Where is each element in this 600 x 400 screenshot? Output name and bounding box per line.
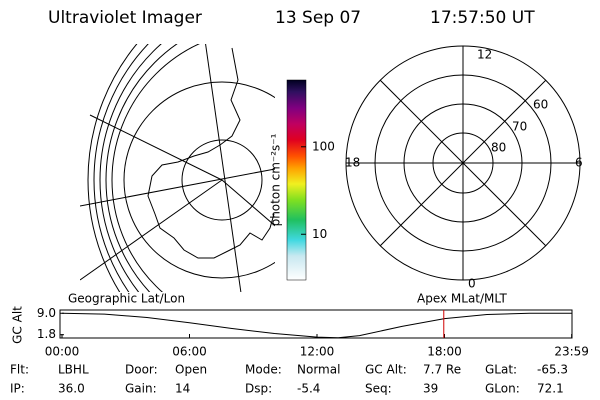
- mlat-label: 80: [491, 141, 506, 155]
- colorbar: [286, 79, 307, 281]
- field-value: 14: [175, 382, 190, 396]
- field-label: GLat:: [485, 363, 517, 377]
- colorbar-tick-label: 100: [312, 139, 335, 153]
- y-tick-label: 1.8: [37, 327, 56, 341]
- date: 13 Sep 07: [275, 8, 361, 28]
- colorbar-tick-label: 10: [312, 227, 327, 241]
- mlat-label: 70: [512, 120, 527, 134]
- field-value: -5.4: [297, 382, 320, 396]
- x-tick-label: 23:59: [554, 345, 589, 359]
- orbit-altitude: [61, 312, 572, 339]
- field-value: 39: [423, 382, 438, 396]
- mlat-label: 60: [533, 98, 548, 112]
- mlt-label: 18: [345, 156, 360, 170]
- field-value: -65.3: [537, 363, 568, 377]
- field-value: 72.1: [537, 382, 564, 396]
- mlt-label: 6: [575, 156, 583, 170]
- mlt-label: 12: [477, 48, 492, 62]
- x-tick-label: 00:00: [45, 345, 80, 359]
- instrument: Ultraviolet Imager: [48, 8, 202, 28]
- field-label: Door:: [125, 363, 158, 377]
- orbit-frame: [59, 309, 573, 339]
- x-tick-label: 18:00: [427, 345, 462, 359]
- field-value: 7.7 Re: [423, 363, 461, 377]
- map: [80, 44, 275, 292]
- x-tick-label: 12:00: [300, 345, 335, 359]
- time: 17:57:50 UT: [430, 8, 535, 28]
- field-value: 36.0: [58, 382, 85, 396]
- field-value: Open: [175, 363, 207, 377]
- y-tick-label: 9.0: [37, 306, 56, 320]
- field-label: Gain:: [125, 382, 157, 396]
- orbit-y-label: GC Alt: [11, 306, 25, 344]
- x-tick-label: 06:00: [172, 345, 207, 359]
- field-value: LBHL: [58, 363, 89, 377]
- field-label: Mode:: [245, 363, 282, 377]
- orbit-left-label: Geographic Lat/Lon: [68, 292, 185, 306]
- field-label: Dsp:: [245, 382, 272, 396]
- field-label: Seq:: [365, 382, 392, 396]
- field-label: GLon:: [485, 382, 520, 396]
- field-label: IP:: [10, 382, 25, 396]
- colorbar-label: photon cm⁻²s⁻¹: [269, 133, 283, 226]
- field-label: Flt:: [10, 363, 29, 377]
- orbit-right-label: Apex MLat/MLT: [417, 292, 507, 306]
- mlt-label: 0: [468, 277, 476, 291]
- polar-grid: [345, 45, 581, 281]
- field-value: Normal: [297, 363, 340, 377]
- field-label: GC Alt:: [365, 363, 407, 377]
